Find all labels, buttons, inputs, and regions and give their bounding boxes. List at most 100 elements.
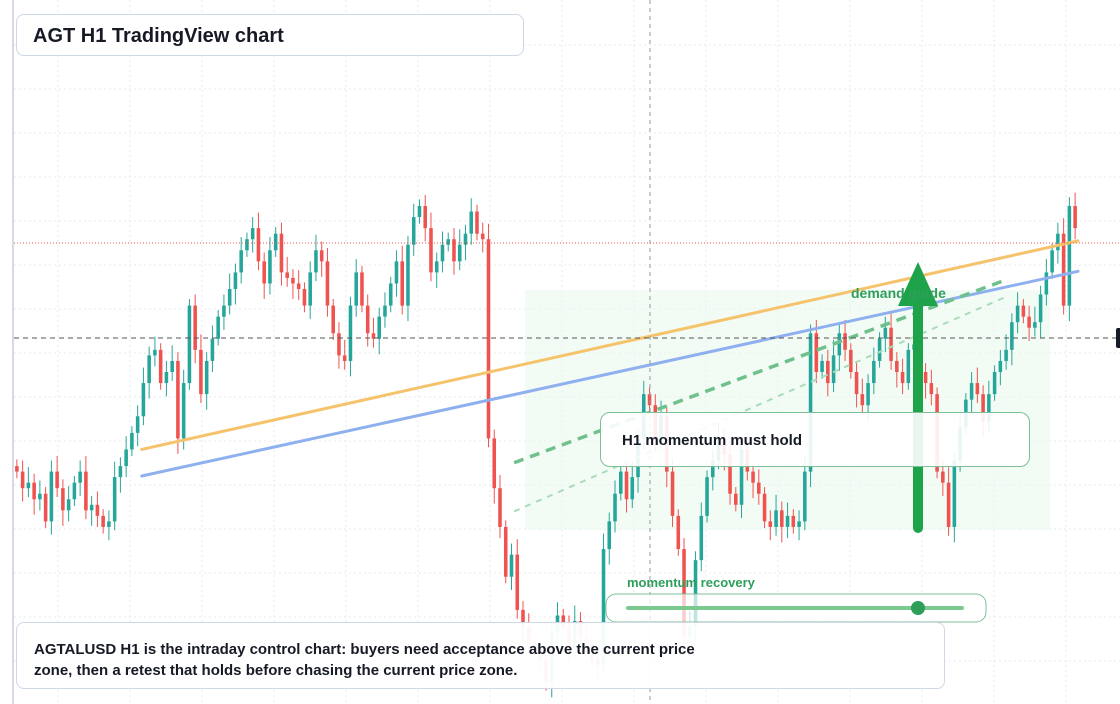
- candle-body: [164, 372, 169, 384]
- candle: [84, 456, 88, 520]
- momentum-slider[interactable]: [605, 593, 987, 623]
- candle-body: [1010, 322, 1014, 350]
- candle-body: [670, 471, 675, 516]
- candle-body: [72, 482, 77, 500]
- candle-body: [440, 244, 445, 262]
- candle: [1044, 259, 1049, 306]
- candle: [509, 543, 514, 591]
- candle-body: [1004, 349, 1008, 361]
- candle-body: [900, 372, 905, 384]
- candle-body: [883, 327, 888, 339]
- candle-body: [498, 488, 502, 527]
- candle-body: [463, 233, 468, 245]
- candle-body: [601, 549, 606, 666]
- candle-body: [647, 394, 652, 406]
- candle: [475, 204, 479, 241]
- candle: [854, 360, 859, 408]
- candle-body: [268, 250, 272, 284]
- candle: [1015, 292, 1020, 334]
- candle: [1050, 243, 1054, 280]
- candle-body: [739, 449, 744, 505]
- candle: [837, 324, 842, 371]
- candle-body: [365, 305, 370, 334]
- candle-body: [187, 305, 192, 384]
- candle: [618, 464, 623, 501]
- candle-body: [872, 360, 876, 384]
- candle: [331, 298, 335, 340]
- candle-body: [860, 394, 865, 406]
- candle: [469, 198, 474, 245]
- candle: [20, 460, 25, 502]
- candle: [308, 261, 312, 319]
- candle-body: [509, 554, 514, 577]
- candle-body: [227, 289, 232, 306]
- candle: [43, 487, 48, 529]
- candle: [785, 502, 790, 538]
- candle: [429, 212, 433, 282]
- candle-body: [61, 488, 65, 511]
- candle-body: [199, 349, 203, 395]
- candle: [256, 212, 261, 271]
- candle: [797, 510, 801, 541]
- candle: [141, 367, 146, 426]
- candle: [388, 276, 393, 313]
- candle-body: [895, 360, 899, 372]
- candle-body: [768, 521, 773, 527]
- candle-body: [15, 466, 19, 472]
- candle-body: [998, 360, 1003, 372]
- candle-body: [158, 349, 163, 384]
- candle: [434, 252, 439, 288]
- candle-body: [371, 333, 376, 339]
- candle: [607, 512, 612, 565]
- candle: [400, 245, 404, 315]
- candle-body: [751, 471, 755, 483]
- candle: [463, 224, 468, 261]
- candle-body: [705, 477, 709, 516]
- candle-body: [383, 305, 387, 317]
- candle-body: [475, 211, 479, 234]
- candle: [377, 307, 381, 355]
- candle: [135, 405, 140, 447]
- candle: [705, 470, 709, 523]
- candle-body: [360, 272, 364, 306]
- candle-body: [849, 349, 853, 372]
- candle: [394, 250, 399, 297]
- candle-body: [975, 383, 980, 395]
- candle-body: [210, 338, 215, 361]
- candle-body: [515, 554, 520, 610]
- candle: [233, 263, 238, 305]
- candle: [101, 509, 105, 534]
- candle-body: [728, 455, 732, 494]
- candle: [95, 491, 100, 527]
- candle-body: [296, 283, 301, 289]
- candle: [181, 369, 186, 450]
- candle: [130, 426, 134, 457]
- candle-body: [987, 394, 991, 422]
- chart-caption: AGTALUSD H1 is the intraday control char…: [16, 622, 945, 689]
- candle: [676, 509, 681, 556]
- candle-body: [561, 615, 566, 627]
- candle: [860, 378, 865, 415]
- candle: [498, 474, 502, 538]
- candle-body: [981, 394, 985, 422]
- candle: [78, 460, 82, 496]
- candle-body: [992, 372, 997, 395]
- candle: [900, 358, 905, 395]
- candle-body: [354, 272, 358, 306]
- highlight-zone: [525, 290, 1050, 530]
- candle-body: [711, 460, 715, 478]
- candle-body: [319, 250, 324, 262]
- candle-body: [785, 515, 790, 527]
- candle-body: [941, 471, 945, 483]
- candle-body: [124, 449, 128, 467]
- candle-body: [457, 244, 462, 262]
- candle: [55, 456, 59, 498]
- candle: [279, 222, 284, 286]
- candle-body: [831, 355, 836, 384]
- candle: [26, 467, 31, 498]
- candle-body: [734, 493, 738, 505]
- candle: [895, 352, 899, 388]
- candle-body: [630, 477, 635, 500]
- candle-body: [181, 383, 186, 439]
